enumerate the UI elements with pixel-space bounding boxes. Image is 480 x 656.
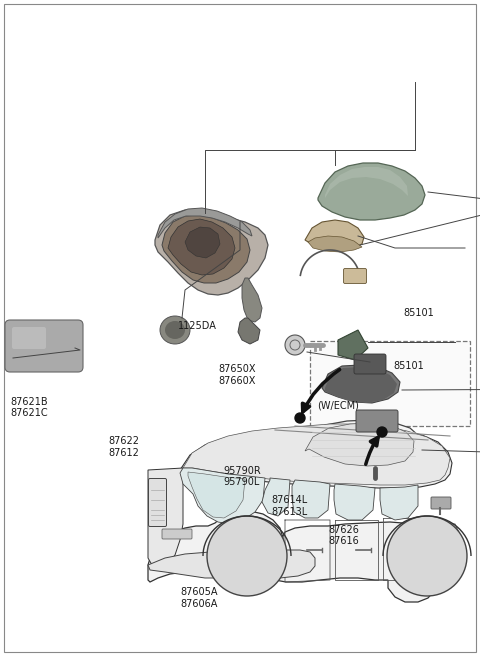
Bar bbox=[310, 341, 470, 426]
Polygon shape bbox=[158, 208, 252, 238]
Text: 87621B
87621C: 87621B 87621C bbox=[11, 397, 48, 419]
Polygon shape bbox=[162, 215, 250, 283]
Circle shape bbox=[233, 542, 261, 570]
Circle shape bbox=[239, 548, 255, 564]
Polygon shape bbox=[262, 478, 290, 516]
Ellipse shape bbox=[165, 321, 185, 339]
Polygon shape bbox=[325, 167, 408, 198]
Polygon shape bbox=[148, 468, 183, 568]
Circle shape bbox=[387, 516, 467, 596]
Polygon shape bbox=[308, 236, 362, 252]
Text: 85101: 85101 bbox=[403, 308, 434, 318]
Polygon shape bbox=[322, 365, 400, 403]
Text: 87626
87616: 87626 87616 bbox=[329, 525, 360, 546]
Text: 95790R
95790L: 95790R 95790L bbox=[223, 466, 261, 487]
FancyBboxPatch shape bbox=[431, 497, 451, 509]
Polygon shape bbox=[185, 227, 220, 258]
Polygon shape bbox=[180, 426, 452, 488]
Polygon shape bbox=[242, 278, 262, 322]
Polygon shape bbox=[325, 367, 397, 403]
Circle shape bbox=[397, 526, 457, 586]
Circle shape bbox=[207, 516, 287, 596]
Text: (W/ECM): (W/ECM) bbox=[317, 400, 359, 410]
Polygon shape bbox=[183, 424, 450, 485]
Polygon shape bbox=[155, 210, 268, 295]
Polygon shape bbox=[188, 472, 245, 518]
FancyBboxPatch shape bbox=[354, 354, 386, 374]
Text: 85101: 85101 bbox=[394, 361, 424, 371]
FancyBboxPatch shape bbox=[12, 327, 46, 349]
FancyBboxPatch shape bbox=[344, 268, 367, 283]
Polygon shape bbox=[318, 163, 425, 220]
FancyBboxPatch shape bbox=[148, 478, 167, 527]
Circle shape bbox=[217, 526, 277, 586]
Text: 87605A
87606A: 87605A 87606A bbox=[180, 587, 218, 609]
FancyBboxPatch shape bbox=[5, 320, 83, 372]
Circle shape bbox=[419, 548, 435, 564]
Polygon shape bbox=[338, 330, 368, 360]
Text: 1125DA: 1125DA bbox=[178, 321, 216, 331]
Polygon shape bbox=[148, 550, 315, 578]
Polygon shape bbox=[180, 468, 265, 524]
FancyBboxPatch shape bbox=[162, 529, 192, 539]
Circle shape bbox=[413, 542, 441, 570]
Polygon shape bbox=[168, 219, 235, 275]
Polygon shape bbox=[300, 420, 422, 467]
Polygon shape bbox=[292, 480, 330, 518]
Polygon shape bbox=[380, 485, 418, 520]
Polygon shape bbox=[148, 511, 463, 602]
Polygon shape bbox=[305, 423, 414, 466]
Ellipse shape bbox=[160, 316, 190, 344]
Polygon shape bbox=[334, 484, 375, 520]
Circle shape bbox=[285, 335, 305, 355]
Circle shape bbox=[377, 427, 387, 437]
FancyBboxPatch shape bbox=[356, 410, 398, 432]
Text: 87614L
87613L: 87614L 87613L bbox=[271, 495, 308, 517]
Circle shape bbox=[295, 413, 305, 423]
Polygon shape bbox=[305, 220, 364, 250]
Text: 87650X
87660X: 87650X 87660X bbox=[218, 364, 256, 386]
Text: 87622
87612: 87622 87612 bbox=[108, 436, 139, 458]
Polygon shape bbox=[238, 318, 260, 344]
